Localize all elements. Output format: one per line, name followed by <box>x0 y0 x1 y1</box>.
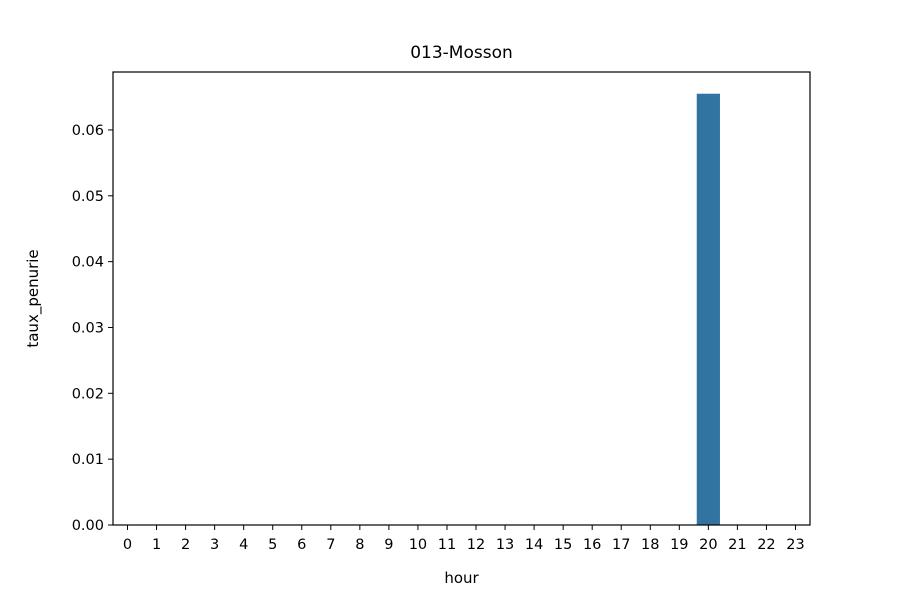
x-tick-label: 16 <box>583 537 601 553</box>
y-tick-label: 0.01 <box>72 452 104 468</box>
x-tick-label: 9 <box>384 537 393 553</box>
x-tick-label: 5 <box>268 537 277 553</box>
x-tick-label: 2 <box>181 537 190 553</box>
y-tick-label: 0.04 <box>72 255 104 271</box>
x-tick-label: 12 <box>467 537 485 553</box>
x-tick-label: 13 <box>496 537 514 553</box>
x-tick-label: 21 <box>728 537 746 553</box>
x-axis-ticks: 0 1 2 3 4 5 6 7 8 9 10 11 12 13 14 15 16 17 18 19 20 21 22 23 <box>123 525 805 553</box>
x-tick-label: 20 <box>699 537 717 553</box>
x-tick-label: 3 <box>210 537 219 553</box>
y-axis-ticks: 0.00 0.01 0.02 0.03 0.04 0.05 0.06 <box>72 123 113 534</box>
plot-area <box>113 72 810 525</box>
y-axis-label: taux_penurie <box>24 249 43 347</box>
x-tick-label: 4 <box>239 537 248 553</box>
x-tick-label: 17 <box>612 537 630 553</box>
x-tick-label: 15 <box>554 537 572 553</box>
y-tick-label: 0.03 <box>72 320 104 336</box>
x-tick-label: 23 <box>786 537 804 553</box>
plot-frame <box>112 71 811 526</box>
x-tick-label: 1 <box>152 537 161 553</box>
y-tick-label: 0.05 <box>72 189 104 205</box>
x-tick-label: 7 <box>326 537 335 553</box>
bar-hour-20 <box>696 93 720 525</box>
y-tick-label: 0.06 <box>72 123 104 139</box>
x-tick-label: 10 <box>409 537 427 553</box>
y-tick-label: 0.02 <box>72 386 104 402</box>
x-tick-label: 14 <box>525 537 543 553</box>
bars-layer <box>696 93 720 525</box>
chart-title: 013-Mosson <box>410 43 513 63</box>
x-tick-label: 0 <box>123 537 132 553</box>
x-axis-label: hour <box>444 569 479 587</box>
x-tick-label: 18 <box>641 537 659 553</box>
x-tick-label: 19 <box>670 537 688 553</box>
y-tick-label: 0.00 <box>72 518 104 534</box>
x-tick-label: 8 <box>355 537 364 553</box>
x-tick-label: 22 <box>757 537 775 553</box>
x-tick-label: 11 <box>438 537 456 553</box>
x-tick-label: 6 <box>297 537 306 553</box>
